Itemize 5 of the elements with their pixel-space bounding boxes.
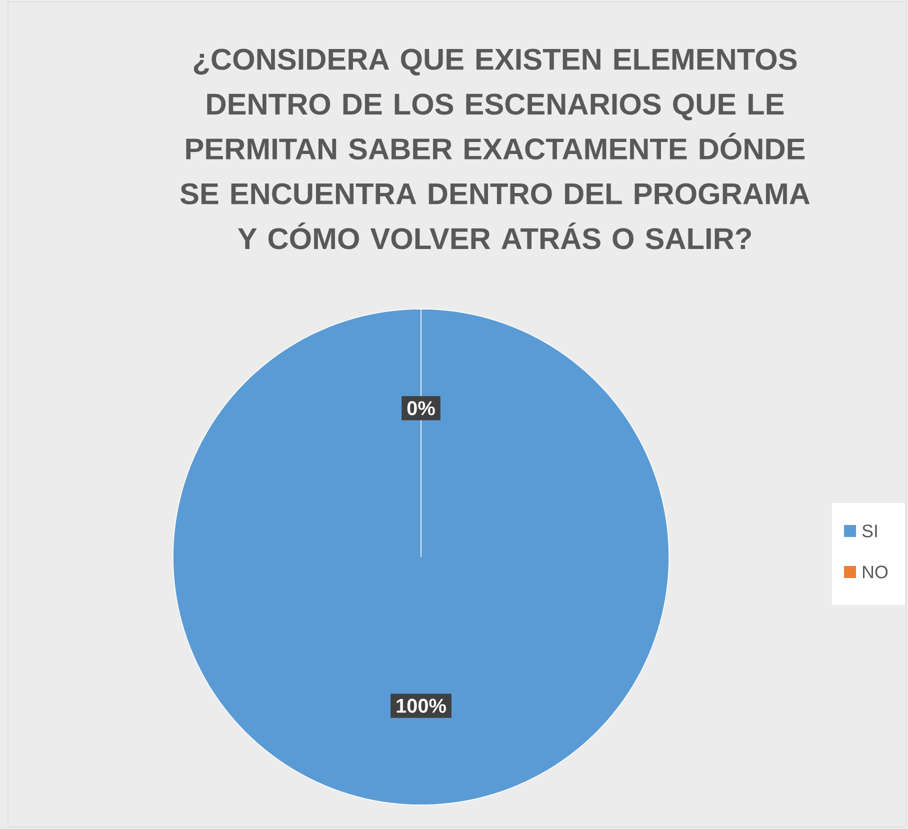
chart-title: ¿CONSIDERA QUE EXISTEN ELEMENTOS DENTRO DE LOS ESCENARIOS QUE LE PERMITAN SABER EXACTAMENTE DÓNDE SE ENCUENTRA DENTRO DEL PROGRAMA Y CÓMO VOLVER ATRÁS O SALIR? <box>180 48 810 250</box>
legend-label: SI <box>862 524 877 538</box>
text: 0% <box>407 401 435 416</box>
legend-label: NO <box>863 566 888 578</box>
data-label: 100% <box>396 698 446 713</box>
